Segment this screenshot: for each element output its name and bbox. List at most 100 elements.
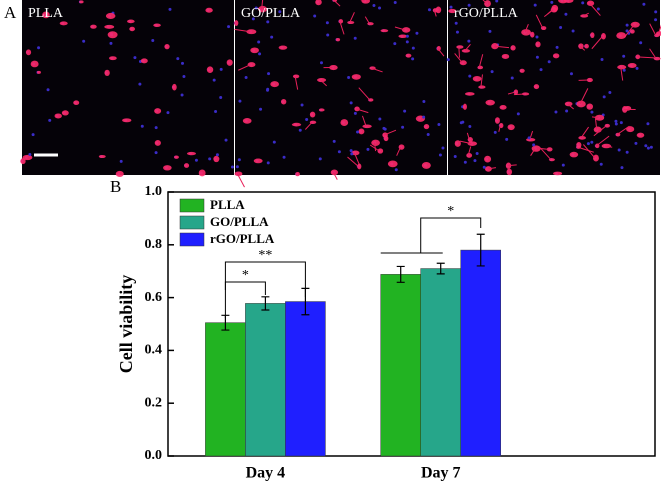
nucleus — [267, 161, 270, 164]
nucleus — [626, 151, 629, 154]
nucleus — [534, 4, 537, 7]
nucleus — [213, 79, 216, 82]
cell — [163, 165, 172, 170]
cell — [371, 140, 380, 146]
nucleus — [614, 120, 617, 123]
cell — [31, 61, 39, 68]
image-label: GO/PLLA — [241, 6, 301, 21]
nucleus — [299, 129, 302, 132]
nucleus — [447, 58, 450, 61]
cell — [594, 127, 602, 133]
cell — [590, 32, 594, 38]
cell — [187, 152, 196, 155]
cell — [495, 117, 500, 124]
cell — [250, 47, 259, 53]
nucleus — [483, 166, 486, 169]
nucleus — [473, 159, 476, 162]
nucleus — [620, 166, 623, 169]
cell — [570, 152, 578, 158]
nucleus — [270, 36, 273, 39]
nucleus — [548, 60, 551, 63]
nucleus — [305, 118, 308, 121]
nucleus — [32, 133, 35, 136]
cell — [384, 136, 389, 141]
y-tick-label: 1.0 — [145, 184, 163, 199]
nucleus — [267, 72, 270, 75]
bar — [381, 274, 421, 456]
cell — [104, 70, 109, 76]
cell — [601, 33, 606, 39]
y-tick-label: 0.6 — [145, 290, 163, 305]
cell — [104, 25, 114, 29]
cell — [576, 142, 581, 148]
cell — [270, 81, 279, 87]
cell — [508, 124, 515, 130]
nucleus — [168, 8, 171, 11]
nucleus — [347, 76, 350, 79]
bar — [205, 323, 245, 456]
x-tick-label: Day 7 — [421, 465, 461, 482]
cell — [109, 56, 117, 60]
cell — [584, 44, 589, 49]
cell — [155, 140, 161, 146]
nucleus — [225, 139, 228, 142]
image-label: rGO/PLLA — [454, 6, 519, 21]
nucleus — [356, 130, 359, 133]
cell — [281, 99, 286, 104]
nucleus — [411, 57, 414, 60]
cell — [616, 32, 626, 39]
cell — [473, 76, 482, 82]
nucleus — [437, 123, 440, 126]
cell — [292, 123, 301, 127]
nucleus — [422, 116, 425, 119]
cell — [199, 170, 206, 177]
nucleus — [626, 24, 629, 27]
nucleus — [82, 40, 85, 43]
cell-process — [237, 174, 244, 187]
nucleus — [456, 31, 459, 34]
nucleus — [468, 125, 471, 128]
cell — [478, 85, 485, 88]
nucleus — [554, 111, 557, 114]
cell — [55, 113, 62, 118]
nucleus — [620, 121, 623, 124]
nucleus — [412, 47, 415, 50]
cell — [553, 172, 562, 176]
y-tick-label: 0.4 — [145, 343, 163, 358]
cell — [243, 118, 252, 124]
cell — [500, 105, 507, 110]
cell — [586, 104, 593, 110]
nucleus — [333, 140, 336, 143]
nucleus — [441, 146, 444, 149]
nucleus — [258, 52, 261, 55]
nucleus — [266, 89, 269, 92]
cell — [26, 49, 31, 55]
cell — [129, 27, 135, 31]
nucleus — [428, 8, 431, 11]
nucleus — [378, 117, 381, 120]
significance: * — [447, 204, 454, 219]
cell — [234, 20, 238, 26]
nucleus — [532, 143, 535, 146]
nucleus — [608, 91, 611, 94]
nucleus — [406, 35, 409, 38]
bar — [285, 302, 325, 456]
cell — [79, 0, 83, 3]
nucleus — [590, 111, 593, 114]
nucleus — [505, 138, 508, 141]
cell — [422, 162, 431, 169]
nucleus — [120, 160, 123, 163]
nucleus — [600, 163, 603, 166]
cell — [62, 110, 69, 115]
cell — [154, 108, 161, 114]
nucleus — [647, 147, 650, 150]
bar — [421, 269, 461, 456]
cell — [398, 35, 407, 38]
nucleus — [460, 121, 463, 124]
nucleus — [48, 119, 51, 122]
nucleus — [455, 22, 458, 25]
cell — [319, 108, 325, 111]
nucleus — [642, 3, 645, 6]
nucleus — [141, 125, 144, 128]
